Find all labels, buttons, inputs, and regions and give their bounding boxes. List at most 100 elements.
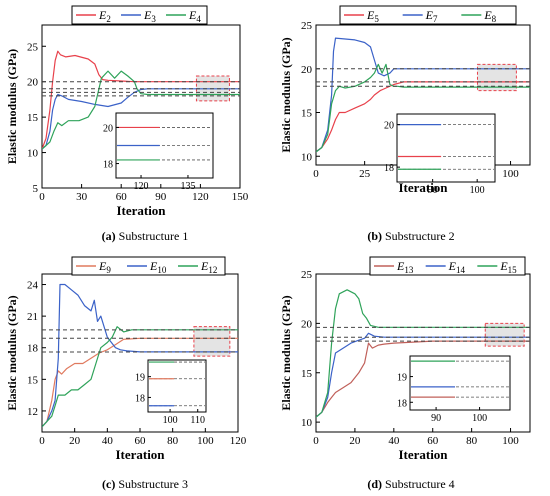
inset-y-tick-label: 18 [397,398,407,409]
y-tick-label: 15 [27,374,39,386]
panel-caption-label: (a) [102,229,116,243]
y-tick-label: 10 [301,151,313,163]
legend: E13 E14 E15 [369,256,526,276]
inset-zoom: 100 110 18 19 [135,359,207,426]
series-line-E9 [42,337,238,428]
x-tick-label: 100 [197,435,214,447]
y-tick-label: 21 [27,311,38,323]
y-tick-label: 25 [301,20,313,32]
series-group [42,283,238,428]
panel-caption-text: Substructure 3 [115,477,188,491]
inset-y-tick-label: 18 [384,163,394,174]
inset-x-tick-label: 100 [472,413,487,424]
panel-caption-text: Substructure 1 [116,229,189,243]
chart-panel-2: 025507510010152025IterationElastic modul… [279,5,531,243]
panel-caption-label: (c) [102,477,115,491]
series-line-E14 [316,332,530,418]
x-tick-label: 20 [349,435,361,447]
zoom-highlight-box [484,322,525,347]
legend-frame [71,256,226,276]
x-tick-label: 60 [116,191,128,203]
inset-x-tick-label: 90 [428,185,438,196]
legend-subscript: 8 [492,14,497,24]
legend-subscript: 2 [106,14,111,24]
panel-caption-text: Substructure 2 [382,229,455,243]
x-tick-label: 120 [230,435,247,447]
y-tick-label: 25 [301,269,313,281]
x-tick-label: 40 [388,435,400,447]
x-tick-label: 0 [313,435,319,447]
x-tick-label: 60 [427,435,439,447]
legend-subscript: 4 [196,14,201,24]
inset-x-tick-label: 120 [134,181,149,192]
inset-y-tick-label: 19 [397,373,407,384]
x-tick-label: 60 [135,435,147,447]
y-tick-label: 10 [27,148,39,160]
x-tick-label: 0 [39,435,45,447]
inset-y-tick-label: 20 [384,121,394,132]
zoom-highlight-box [193,326,231,357]
inset-x-tick-label: 100 [163,415,178,426]
y-tick-label: 15 [301,368,313,380]
series-line-E4 [42,70,240,150]
panel-caption: (d) Substructure 4 [367,477,454,491]
y-tick-label: 18 [27,343,39,355]
x-axis-label: Iteration [398,180,448,195]
x-tick-label: 25 [359,168,371,180]
y-axis-label: Elastic modulus (GPa) [5,49,19,164]
legend: E9 E10 E12 [71,256,226,276]
inset-zoom: 90 100 18 20 [384,113,496,196]
series-line-E12 [42,326,238,428]
plot-frame [41,24,241,189]
x-tick-label: 20 [69,435,81,447]
y-tick-label: 20 [301,318,313,330]
inset-y-tick-label: 19 [135,373,145,384]
x-axis-label: Iteration [398,447,448,462]
inset-x-tick-label: 100 [470,185,485,196]
inset-zoom: 90 100 18 19 [397,355,511,424]
series-line-E10 [42,283,238,428]
legend: E5 E7 E8 [339,5,517,25]
x-tick-label: 80 [167,435,179,447]
panel-caption-text: Substructure 4 [382,477,455,491]
x-tick-label: 90 [155,191,167,203]
panel-caption-label: (d) [367,477,382,491]
inset-frame [409,355,511,411]
legend-frame [369,256,526,276]
x-tick-label: 40 [102,435,114,447]
y-axis-label: Elastic modulus (GPa) [5,295,19,410]
inset-zoom: 120 135 18 20 [103,112,214,192]
x-tick-label: 80 [466,435,478,447]
panel-caption: (c) Substructure 3 [102,477,188,491]
y-tick-label: 20 [301,64,313,76]
series-group [316,37,530,153]
inset-frame [396,113,496,183]
y-tick-label: 15 [27,112,39,124]
x-tick-label: 30 [76,191,88,203]
legend-subscript: 15 [508,265,518,275]
inset-x-tick-label: 90 [431,413,441,424]
series-line-E2 [42,50,240,150]
y-tick-label: 5 [33,183,39,195]
inset-y-tick-label: 18 [135,393,145,404]
x-axis-label: Iteration [116,203,166,218]
series-line-E7 [316,37,530,153]
legend-subscript: 14 [456,265,466,275]
legend-subscript: 12 [208,265,217,275]
series-line-E8 [316,63,530,153]
panel-caption-label: (b) [367,229,382,243]
legend-subscript: 10 [157,265,167,275]
chart-panel-1: 0 30 60 90 120 150 5 10 15 20 25 Iteration Elastic m… [5,5,249,243]
legend-subscript: 9 [106,265,111,275]
y-tick-label: 25 [27,41,39,53]
panel-caption: (a) Substructure 1 [102,229,189,243]
inset-x-tick-label: 135 [180,181,195,192]
series-line-E13 [316,340,530,418]
legend: E2 E3 E4 [71,5,208,25]
legend-subscript: 7 [433,14,438,24]
legend-subscript: 3 [151,14,156,24]
y-tick-label: 20 [27,77,39,89]
chart-panel-4: 0 20 40 60 80 100 10 15 20 25 Iteration Elastic mod… [279,256,531,491]
inset-y-tick-label: 18 [103,160,113,171]
